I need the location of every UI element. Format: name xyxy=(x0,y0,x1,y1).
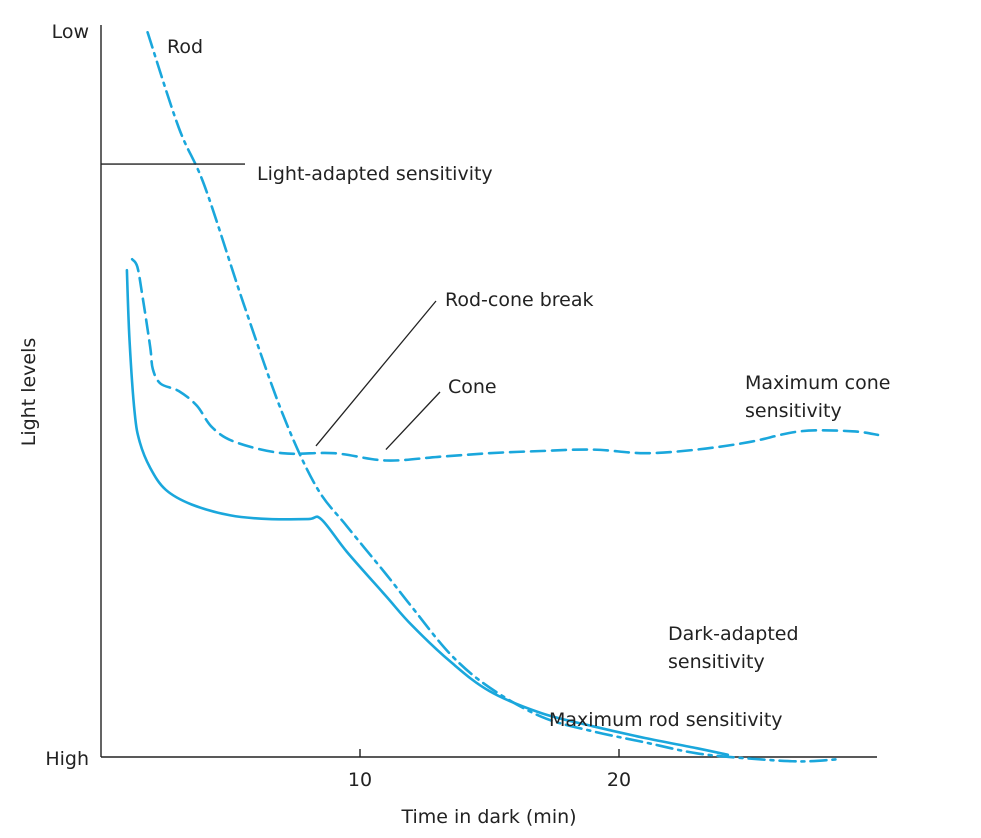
annotation-leaders xyxy=(101,163,441,451)
annotation-rod-cone-break: Rod-cone break xyxy=(445,289,594,311)
annotation-cone-sensitivity: sensitivity xyxy=(745,400,842,422)
rod-cone-break-leader-line xyxy=(315,300,437,447)
annotation-cone: Cone xyxy=(448,376,497,398)
axes: 10 20 Low High Time in dark (min) Light … xyxy=(18,21,877,828)
series-cone-line xyxy=(130,257,880,462)
annotation-maximum-cone: Maximum cone xyxy=(745,372,890,394)
series-dark-adaptation-line xyxy=(125,268,730,757)
x-tick-label-20: 20 xyxy=(607,769,631,791)
annotation-rod: Rod xyxy=(167,36,203,58)
y-tick-label-high: High xyxy=(45,748,89,770)
annotation-dark-adapted: Dark-adapted xyxy=(668,623,799,645)
annotation-layer: Rod Light-adapted sensitivity Rod-cone b… xyxy=(167,36,890,731)
series-rod-line xyxy=(146,30,841,763)
series-layer xyxy=(125,30,880,763)
y-axis-label: Light levels xyxy=(18,338,40,447)
cone-leader-line xyxy=(385,391,441,451)
annotation-maximum-rod-sensitivity: Maximum rod sensitivity xyxy=(549,709,783,731)
y-tick-label-low: Low xyxy=(52,21,89,43)
annotation-light-adapted-sensitivity: Light-adapted sensitivity xyxy=(257,163,493,185)
x-tick-label-10: 10 xyxy=(348,769,372,791)
x-axis-label: Time in dark (min) xyxy=(400,806,576,828)
annotation-dark-adapted-sensitivity: sensitivity xyxy=(668,651,765,673)
